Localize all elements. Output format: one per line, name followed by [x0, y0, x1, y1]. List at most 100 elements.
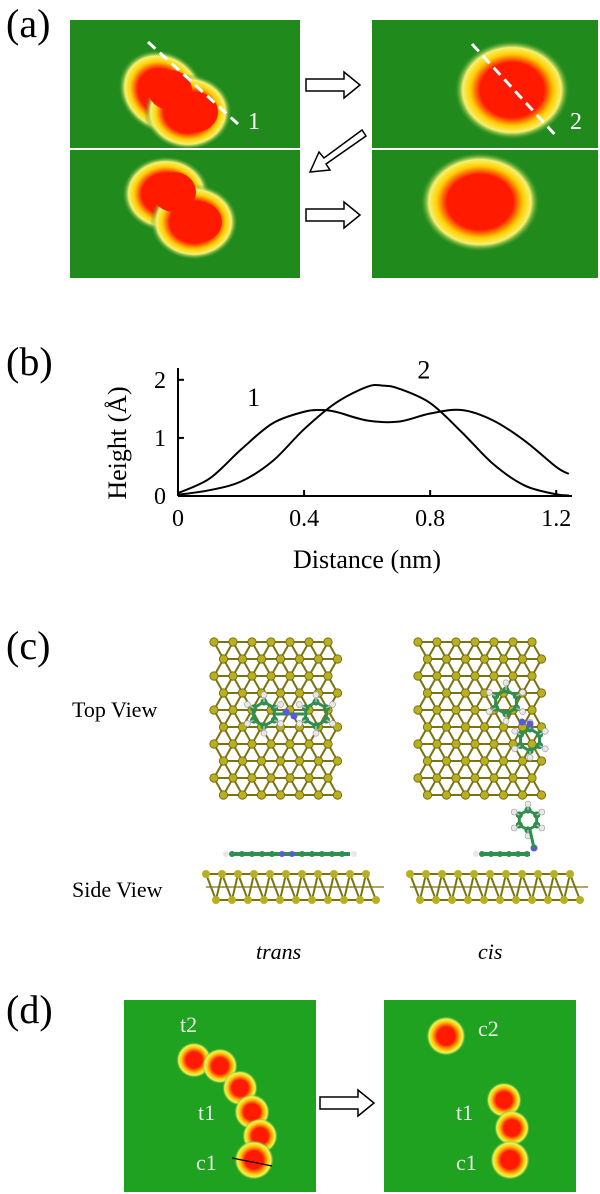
- lattice-atom: [432, 671, 442, 681]
- arrow-right-icon: [305, 70, 362, 100]
- lattice-atom: [294, 790, 305, 800]
- lattice-atom: [234, 870, 242, 878]
- lattice-atom: [285, 637, 295, 647]
- stm-image-a1: [70, 20, 300, 148]
- height-profile-chart: 0 0.4 0.8 1.2 0 1 2 Distance (nm) Height (Å) 1 2: [103, 356, 572, 574]
- hydrogen-atom: [511, 727, 519, 735]
- nitrogen-atom: [518, 718, 526, 726]
- lattice-atom: [266, 870, 274, 878]
- hydrogen-atom: [351, 851, 357, 857]
- stm-image-d1: [124, 1000, 316, 1192]
- lattice-atom: [422, 756, 433, 766]
- hydrogen-atom: [511, 745, 519, 753]
- hydrogen-atom: [519, 689, 526, 696]
- side-atom: [488, 851, 494, 857]
- molecule-label-c2: c2: [478, 1016, 499, 1041]
- side-atom: [299, 851, 305, 857]
- lattice-atom: [260, 896, 268, 904]
- lattice-atom: [517, 756, 528, 766]
- lattice-atom: [304, 739, 314, 749]
- lattice-atom: [422, 790, 433, 800]
- lattice-atom: [372, 896, 380, 904]
- lattice-atom: [517, 654, 528, 664]
- column-label-trans: trans: [256, 939, 302, 964]
- lattice-atom: [308, 896, 316, 904]
- side-atom: [524, 851, 530, 857]
- lattice-atom: [237, 756, 248, 766]
- lattice-atom: [518, 870, 526, 878]
- lattice-atom: [356, 896, 364, 904]
- lattice-atom: [275, 756, 286, 766]
- lattice-atom: [209, 739, 219, 749]
- lattice-atom: [247, 671, 257, 681]
- lattice-atom: [275, 654, 286, 664]
- lattice-atom: [413, 671, 423, 681]
- lattice-atom: [489, 739, 499, 749]
- lattice-atom: [276, 896, 284, 904]
- lattice-atom: [536, 756, 547, 766]
- lattice-atom: [323, 637, 333, 647]
- y-tick-label: 0: [154, 484, 166, 510]
- lattice-atom: [362, 870, 370, 878]
- side-atom: [239, 851, 245, 857]
- lattice-atom: [218, 654, 229, 664]
- lattice-atom: [209, 705, 219, 715]
- lattice-atom: [432, 896, 440, 904]
- hydrogen-atom: [277, 720, 284, 727]
- lattice-atom: [460, 722, 471, 732]
- lattice-atom: [460, 790, 471, 800]
- lattice-atom: [432, 739, 442, 749]
- lattice-atom: [304, 773, 314, 783]
- lattice-atom: [470, 637, 480, 647]
- lattice-atom: [294, 688, 305, 698]
- lattice-atom: [470, 671, 480, 681]
- lattice-atom: [285, 739, 295, 749]
- lattice-atom: [406, 870, 414, 878]
- lattice-atom: [512, 896, 520, 904]
- lattice-atom: [332, 756, 343, 766]
- hydrogen-atom: [296, 701, 303, 708]
- arrow-right-icon: [319, 1088, 376, 1118]
- lattice-atom: [304, 637, 314, 647]
- lattice-atom: [528, 896, 536, 904]
- hydrogen-atom: [519, 708, 526, 715]
- side-atom: [249, 851, 255, 857]
- lattice-atom: [527, 705, 537, 715]
- lattice-atom: [209, 671, 219, 681]
- side-atom: [329, 851, 335, 857]
- lattice-atom: [332, 654, 343, 664]
- side-atom: [319, 851, 325, 857]
- lattice-atom: [294, 756, 305, 766]
- lattice-atom: [275, 790, 286, 800]
- molecule-label-t1-right: t1: [456, 1100, 474, 1125]
- lattice-atom: [218, 688, 229, 698]
- hydrogen-atom: [502, 717, 510, 725]
- lattice-atom: [432, 637, 442, 647]
- side-atom: [259, 851, 265, 857]
- lattice-atom: [489, 671, 499, 681]
- hydrogen-atom: [541, 727, 549, 735]
- arrow-right-icon: [305, 200, 362, 230]
- lattice-atom: [508, 671, 518, 681]
- lattice-atom: [566, 870, 574, 878]
- panel-b-label: (b): [6, 339, 53, 384]
- lattice-atom: [266, 739, 276, 749]
- hydrogen-atom: [244, 720, 251, 727]
- lattice-atom: [294, 654, 305, 664]
- column-label-cis: cis: [478, 939, 503, 964]
- hydrogen-atom: [329, 720, 336, 727]
- panel-c-label: (c): [6, 623, 51, 668]
- hydrogen-atom: [524, 800, 532, 808]
- lattice-atom: [441, 688, 452, 698]
- hydrogen-atom: [260, 691, 268, 699]
- hydrogen-atom: [510, 824, 518, 832]
- lattice-atom: [323, 671, 333, 681]
- lattice-atom: [313, 654, 324, 664]
- lattice-atom: [237, 790, 248, 800]
- lattice-atom: [422, 688, 433, 698]
- lattice-atom: [451, 739, 461, 749]
- molecule-label-c1-right: c1: [456, 1150, 477, 1175]
- stm-image-a2: [372, 20, 598, 148]
- lattice-atom: [285, 671, 295, 681]
- stm-image-a3: [70, 150, 300, 278]
